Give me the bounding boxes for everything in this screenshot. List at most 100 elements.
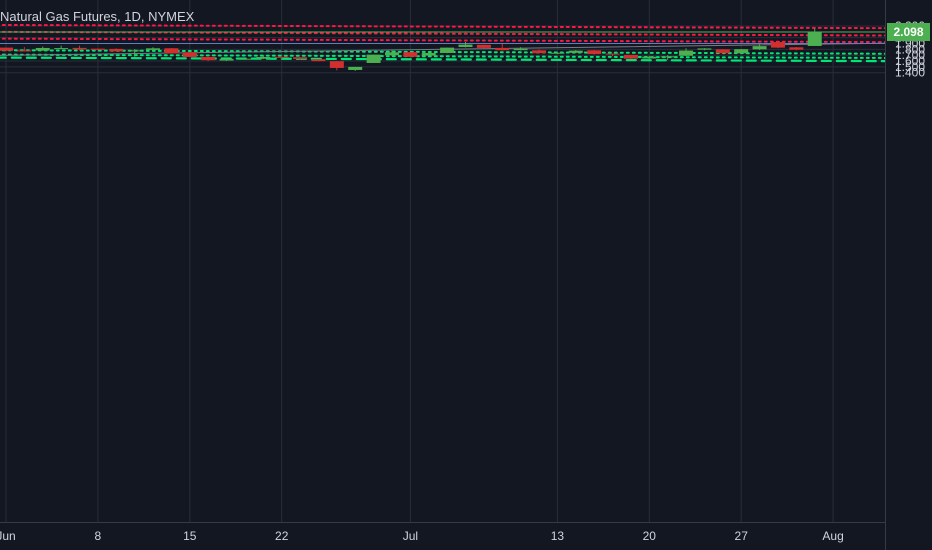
candle[interactable]: [237, 58, 252, 60]
candle[interactable]: [274, 56, 289, 59]
candle-body: [458, 44, 473, 48]
candle-body: [550, 52, 565, 54]
price-tick-label: 1.500: [895, 60, 925, 74]
candle-body: [366, 54, 381, 63]
price-tick-label: 1.600: [895, 54, 925, 68]
candle-body: [237, 58, 252, 60]
candle[interactable]: [770, 42, 785, 49]
candle-body: [623, 54, 638, 59]
candle[interactable]: [311, 59, 326, 62]
red-dotted-line[interactable]: [0, 23, 886, 30]
candle[interactable]: [0, 47, 13, 51]
candle[interactable]: [219, 58, 234, 62]
candle-body: [734, 49, 749, 54]
candle[interactable]: [660, 55, 675, 60]
candle[interactable]: [201, 56, 216, 62]
candle[interactable]: [789, 47, 804, 51]
candle[interactable]: [109, 48, 124, 52]
candle[interactable]: [17, 47, 32, 52]
candle[interactable]: [90, 48, 105, 51]
candle[interactable]: [348, 66, 363, 71]
candle[interactable]: [458, 42, 473, 48]
candle[interactable]: [605, 53, 620, 57]
candle-body: [384, 52, 399, 56]
candle[interactable]: [440, 47, 455, 54]
candle-body: [17, 50, 32, 52]
candle-body: [697, 48, 712, 50]
candle-body: [752, 46, 767, 50]
candle-body: [476, 44, 491, 48]
candle[interactable]: [366, 54, 381, 63]
candle[interactable]: [587, 49, 602, 55]
time-tick-label: Jul: [403, 529, 418, 543]
candle[interactable]: [495, 43, 510, 51]
candle[interactable]: [568, 50, 583, 54]
time-tick-label: 13: [551, 529, 565, 543]
candle-body: [715, 49, 730, 54]
candle[interactable]: [35, 46, 50, 51]
candle-body: [789, 47, 804, 50]
candle[interactable]: [256, 55, 271, 60]
time-tick-label: Aug: [822, 529, 843, 543]
time-tick-label: 27: [735, 529, 749, 543]
time-axis[interactable]: Jun 8 15 22 Jul 13 20 27 Aug: [0, 529, 844, 543]
candle[interactable]: [182, 52, 197, 57]
candle[interactable]: [532, 49, 547, 54]
price-tick-label: 1.400: [895, 66, 925, 80]
price-tick-label: 1.700: [895, 48, 925, 62]
candle-body: [0, 47, 13, 51]
red-dotted-line[interactable]: [0, 30, 886, 37]
candle[interactable]: [697, 48, 712, 51]
candle[interactable]: [384, 50, 399, 57]
candle[interactable]: [513, 47, 528, 51]
price-tick-label: 1.800: [895, 42, 925, 56]
candle-body: [35, 47, 50, 51]
candle-body: [807, 31, 822, 46]
candle[interactable]: [293, 57, 308, 60]
candle-body: [201, 56, 216, 61]
candle[interactable]: [752, 44, 767, 50]
candle-body: [660, 56, 675, 58]
candle[interactable]: [329, 61, 344, 71]
candle-body: [568, 50, 583, 53]
candle[interactable]: [807, 28, 822, 46]
red-dotted-line[interactable]: [0, 37, 886, 44]
candle[interactable]: [146, 47, 161, 52]
symbol-title[interactable]: Natural Gas Futures, 1D, NYMEX: [0, 9, 195, 24]
candle-body: [421, 52, 436, 56]
candle-body: [274, 56, 289, 58]
time-tick-label: 22: [275, 529, 289, 543]
green-dotted-line[interactable]: [0, 53, 886, 59]
candle[interactable]: [127, 49, 142, 57]
drawing-lines: [0, 23, 887, 63]
candle[interactable]: [550, 52, 565, 55]
candle-body: [605, 53, 620, 55]
candle[interactable]: [54, 45, 69, 50]
candle[interactable]: [421, 52, 436, 56]
candle[interactable]: [72, 45, 87, 51]
candle[interactable]: [476, 44, 491, 49]
candle-body: [587, 50, 602, 55]
time-tick-label: 8: [95, 529, 102, 543]
candle[interactable]: [734, 49, 749, 55]
candle-body: [90, 48, 105, 50]
candle[interactable]: [623, 54, 638, 60]
candle[interactable]: [715, 49, 730, 54]
candle-body: [770, 42, 785, 48]
candle[interactable]: [679, 48, 694, 57]
candle-body: [127, 50, 142, 52]
candle-body: [109, 48, 124, 52]
chart-title-legend: Natural Gas Futures, 1D, NYMEX: [0, 9, 194, 24]
candle-body: [256, 56, 271, 59]
candle-body: [293, 57, 308, 59]
candle-body: [679, 50, 694, 56]
candle[interactable]: [642, 55, 657, 60]
candle[interactable]: [164, 48, 179, 54]
candles: [0, 28, 822, 71]
candle-body: [72, 47, 87, 50]
green-dashed-line[interactable]: [0, 56, 887, 63]
candle-body: [440, 47, 455, 53]
candle[interactable]: [403, 52, 418, 58]
candle-body: [403, 52, 418, 57]
